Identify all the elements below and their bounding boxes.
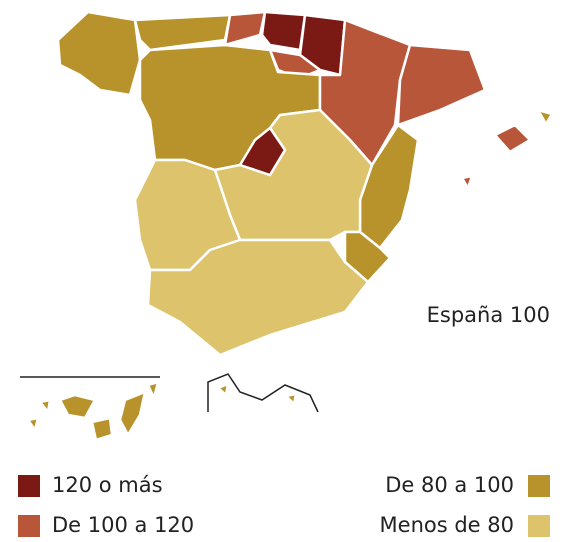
canarias [58,393,97,420]
legend-label: De 100 a 120 [52,513,194,537]
baleares [493,123,532,154]
canarias [38,398,52,414]
andalucia [146,238,370,357]
legend-swatch [528,475,550,497]
melilla [284,392,298,406]
legend-swatch [528,515,550,537]
canarias [26,416,40,432]
baleares [460,174,474,190]
legend-label: Menos de 80 [380,513,514,537]
galicia [56,10,142,97]
canarias [90,416,114,442]
canarias [146,380,160,400]
legend: 120 o más De 100 a 120 De 80 a 100 Menos de… [18,473,550,537]
legend-label: De 80 a 100 [385,473,514,497]
legend-swatch [18,475,40,497]
cantabria [223,10,267,47]
navarra [298,13,347,77]
baleares [536,108,554,126]
regions [20,10,554,442]
legend-swatch [18,515,40,537]
canarias [118,390,147,437]
pais-vasco [260,10,307,52]
madrid [238,126,287,177]
legend-label: 120 o más [52,473,163,497]
ceuta [216,382,230,397]
asturias [133,13,232,52]
cataluna [396,43,487,127]
ceuta-melilla-frame [207,373,319,413]
map-label: España 100 [427,303,550,327]
